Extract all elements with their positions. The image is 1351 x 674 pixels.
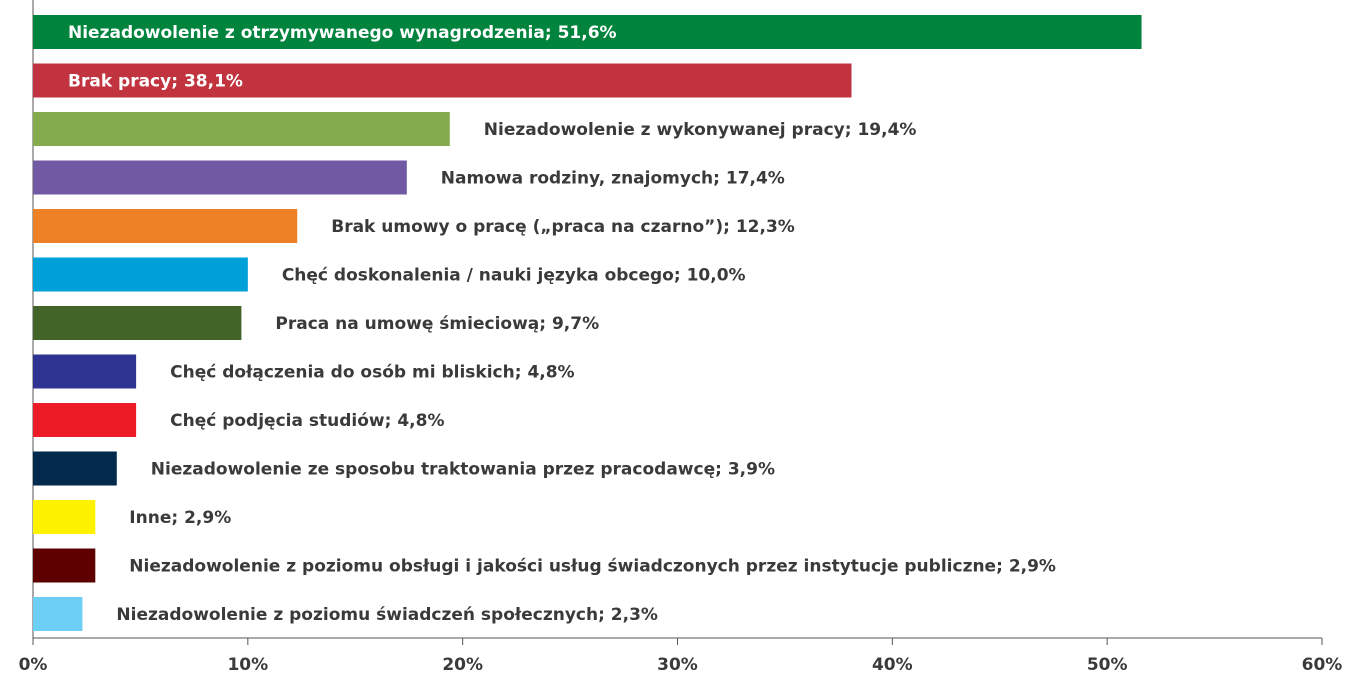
value-label: 2,3% [611, 605, 658, 625]
bar [33, 160, 407, 195]
category-label: Niezadowolenie z poziomu świadczeń społe… [116, 605, 604, 625]
category-label: Chęć doskonalenia / nauki języka obcego; [282, 266, 681, 286]
value-label: 12,3% [736, 217, 795, 237]
bar [33, 548, 96, 583]
category-label: Chęć podjęcia studiów; [170, 411, 391, 431]
category-label: Brak pracy; [68, 72, 178, 92]
data-label: Niezadowolenie z poziomu obsługi i jakoś… [129, 557, 1056, 577]
data-label: Niezadowolenie z poziomu świadczeń społe… [116, 605, 658, 625]
value-label: 2,9% [1009, 557, 1056, 577]
category-label: Brak umowy o pracę („praca na czarno”); [331, 217, 730, 237]
x-tick-label: 50% [1087, 655, 1128, 674]
data-label: Namowa rodziny, znajomych; 17,4% [441, 169, 785, 189]
value-label: 51,6% [558, 23, 617, 43]
data-label: Brak pracy; 38,1% [68, 72, 243, 92]
data-label: Inne; 2,9% [129, 508, 231, 528]
category-label: Praca na umowę śmieciową; [275, 314, 546, 334]
x-tick-label: 0% [19, 655, 48, 674]
bar [33, 403, 137, 437]
category-label: Niezadowolenie z wykonywanej pracy; [484, 120, 852, 140]
bar [33, 451, 117, 486]
value-label: 4,8% [397, 411, 444, 431]
bar [33, 597, 83, 631]
data-label: Chęć dołączenia do osób mi bliskich; 4,8… [170, 363, 574, 383]
bar [33, 209, 298, 243]
x-tick-label: 60% [1302, 655, 1343, 674]
value-label: 4,8% [527, 363, 574, 383]
bar [33, 354, 137, 389]
bar [33, 15, 1142, 49]
category-label: Niezadowolenie z poziomu obsługi i jakoś… [129, 557, 1003, 577]
data-label: Chęć doskonalenia / nauki języka obcego;… [282, 266, 746, 286]
x-tick-label: 10% [227, 655, 268, 674]
bar [33, 112, 450, 146]
category-label: Chęć dołączenia do osób mi bliskich; [170, 363, 521, 383]
category-label: Niezadowolenie ze sposobu traktowania pr… [151, 460, 722, 480]
data-label: Chęć podjęcia studiów; 4,8% [170, 411, 444, 431]
data-label: Niezadowolenie z otrzymywanego wynagrodz… [68, 23, 617, 43]
value-label: 10,0% [687, 266, 746, 286]
x-tick-label: 20% [442, 655, 483, 674]
bar [33, 306, 242, 340]
x-tick-label: 30% [657, 655, 698, 674]
category-label: Namowa rodziny, znajomych; [441, 169, 720, 189]
value-label: 38,1% [184, 72, 243, 92]
value-label: 3,9% [728, 460, 775, 480]
category-label: Inne; [129, 508, 178, 528]
data-label: Niezadowolenie ze sposobu traktowania pr… [151, 460, 775, 480]
value-label: 9,7% [552, 314, 599, 334]
bar [33, 257, 248, 292]
category-label: Niezadowolenie z otrzymywanego wynagrodz… [68, 23, 552, 43]
data-label: Niezadowolenie z wykonywanej pracy; 19,4… [484, 120, 917, 140]
value-label: 2,9% [184, 508, 231, 528]
x-tick-label: 40% [872, 655, 913, 674]
data-label: Praca na umowę śmieciową; 9,7% [275, 314, 599, 334]
bar [33, 500, 96, 534]
bar [33, 63, 852, 98]
value-label: 19,4% [857, 120, 916, 140]
data-label: Brak umowy o pracę („praca na czarno”); … [331, 217, 795, 237]
value-label: 17,4% [726, 169, 785, 189]
